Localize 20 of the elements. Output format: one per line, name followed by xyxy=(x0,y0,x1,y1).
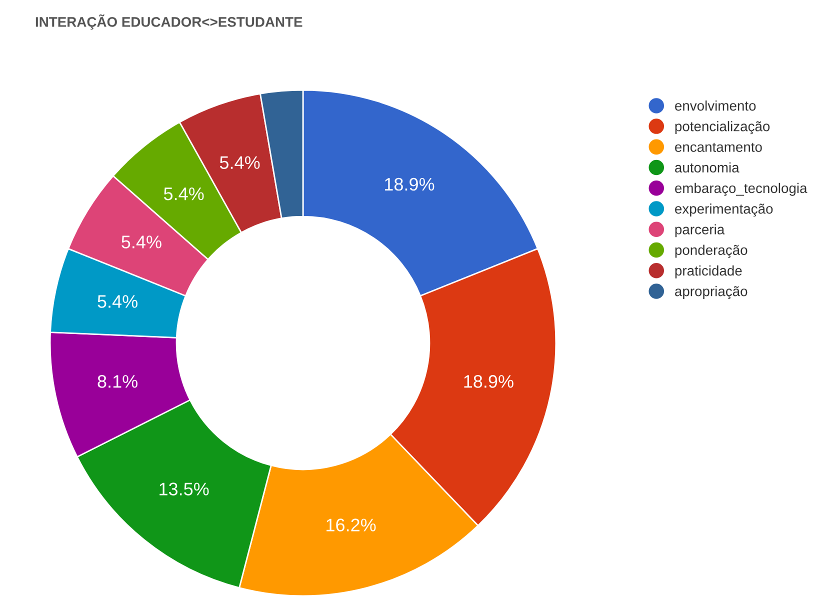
legend-label: experimentação xyxy=(675,204,773,217)
legend-label: encantamento xyxy=(675,142,762,152)
legend-label: parceria xyxy=(675,224,725,238)
data-label: 8.1% xyxy=(98,375,138,388)
legend-label: ponderação xyxy=(675,244,748,258)
data-label: 18.9% xyxy=(464,375,514,388)
data-label: 5.4% xyxy=(220,156,260,169)
chart-title: INTERAÇÃO EDUCADOR<>ESTUDANTE xyxy=(36,14,302,30)
data-label: 5.4% xyxy=(122,236,162,248)
data-label: 5.4% xyxy=(98,295,138,308)
data-label: 13.5% xyxy=(160,482,209,496)
legend-label: praticidade xyxy=(675,265,742,278)
legend-label: autonomia xyxy=(675,162,740,173)
legend-label: potencialização xyxy=(675,121,770,134)
data-label: 16.2% xyxy=(326,518,376,532)
data-label: 18.9% xyxy=(385,178,434,191)
data-label: 5.4% xyxy=(164,188,204,200)
legend-label: envolvimento xyxy=(675,100,756,111)
legend-label: apropriação xyxy=(675,286,748,300)
legend-label: embaraço_tecnologia xyxy=(675,182,808,196)
